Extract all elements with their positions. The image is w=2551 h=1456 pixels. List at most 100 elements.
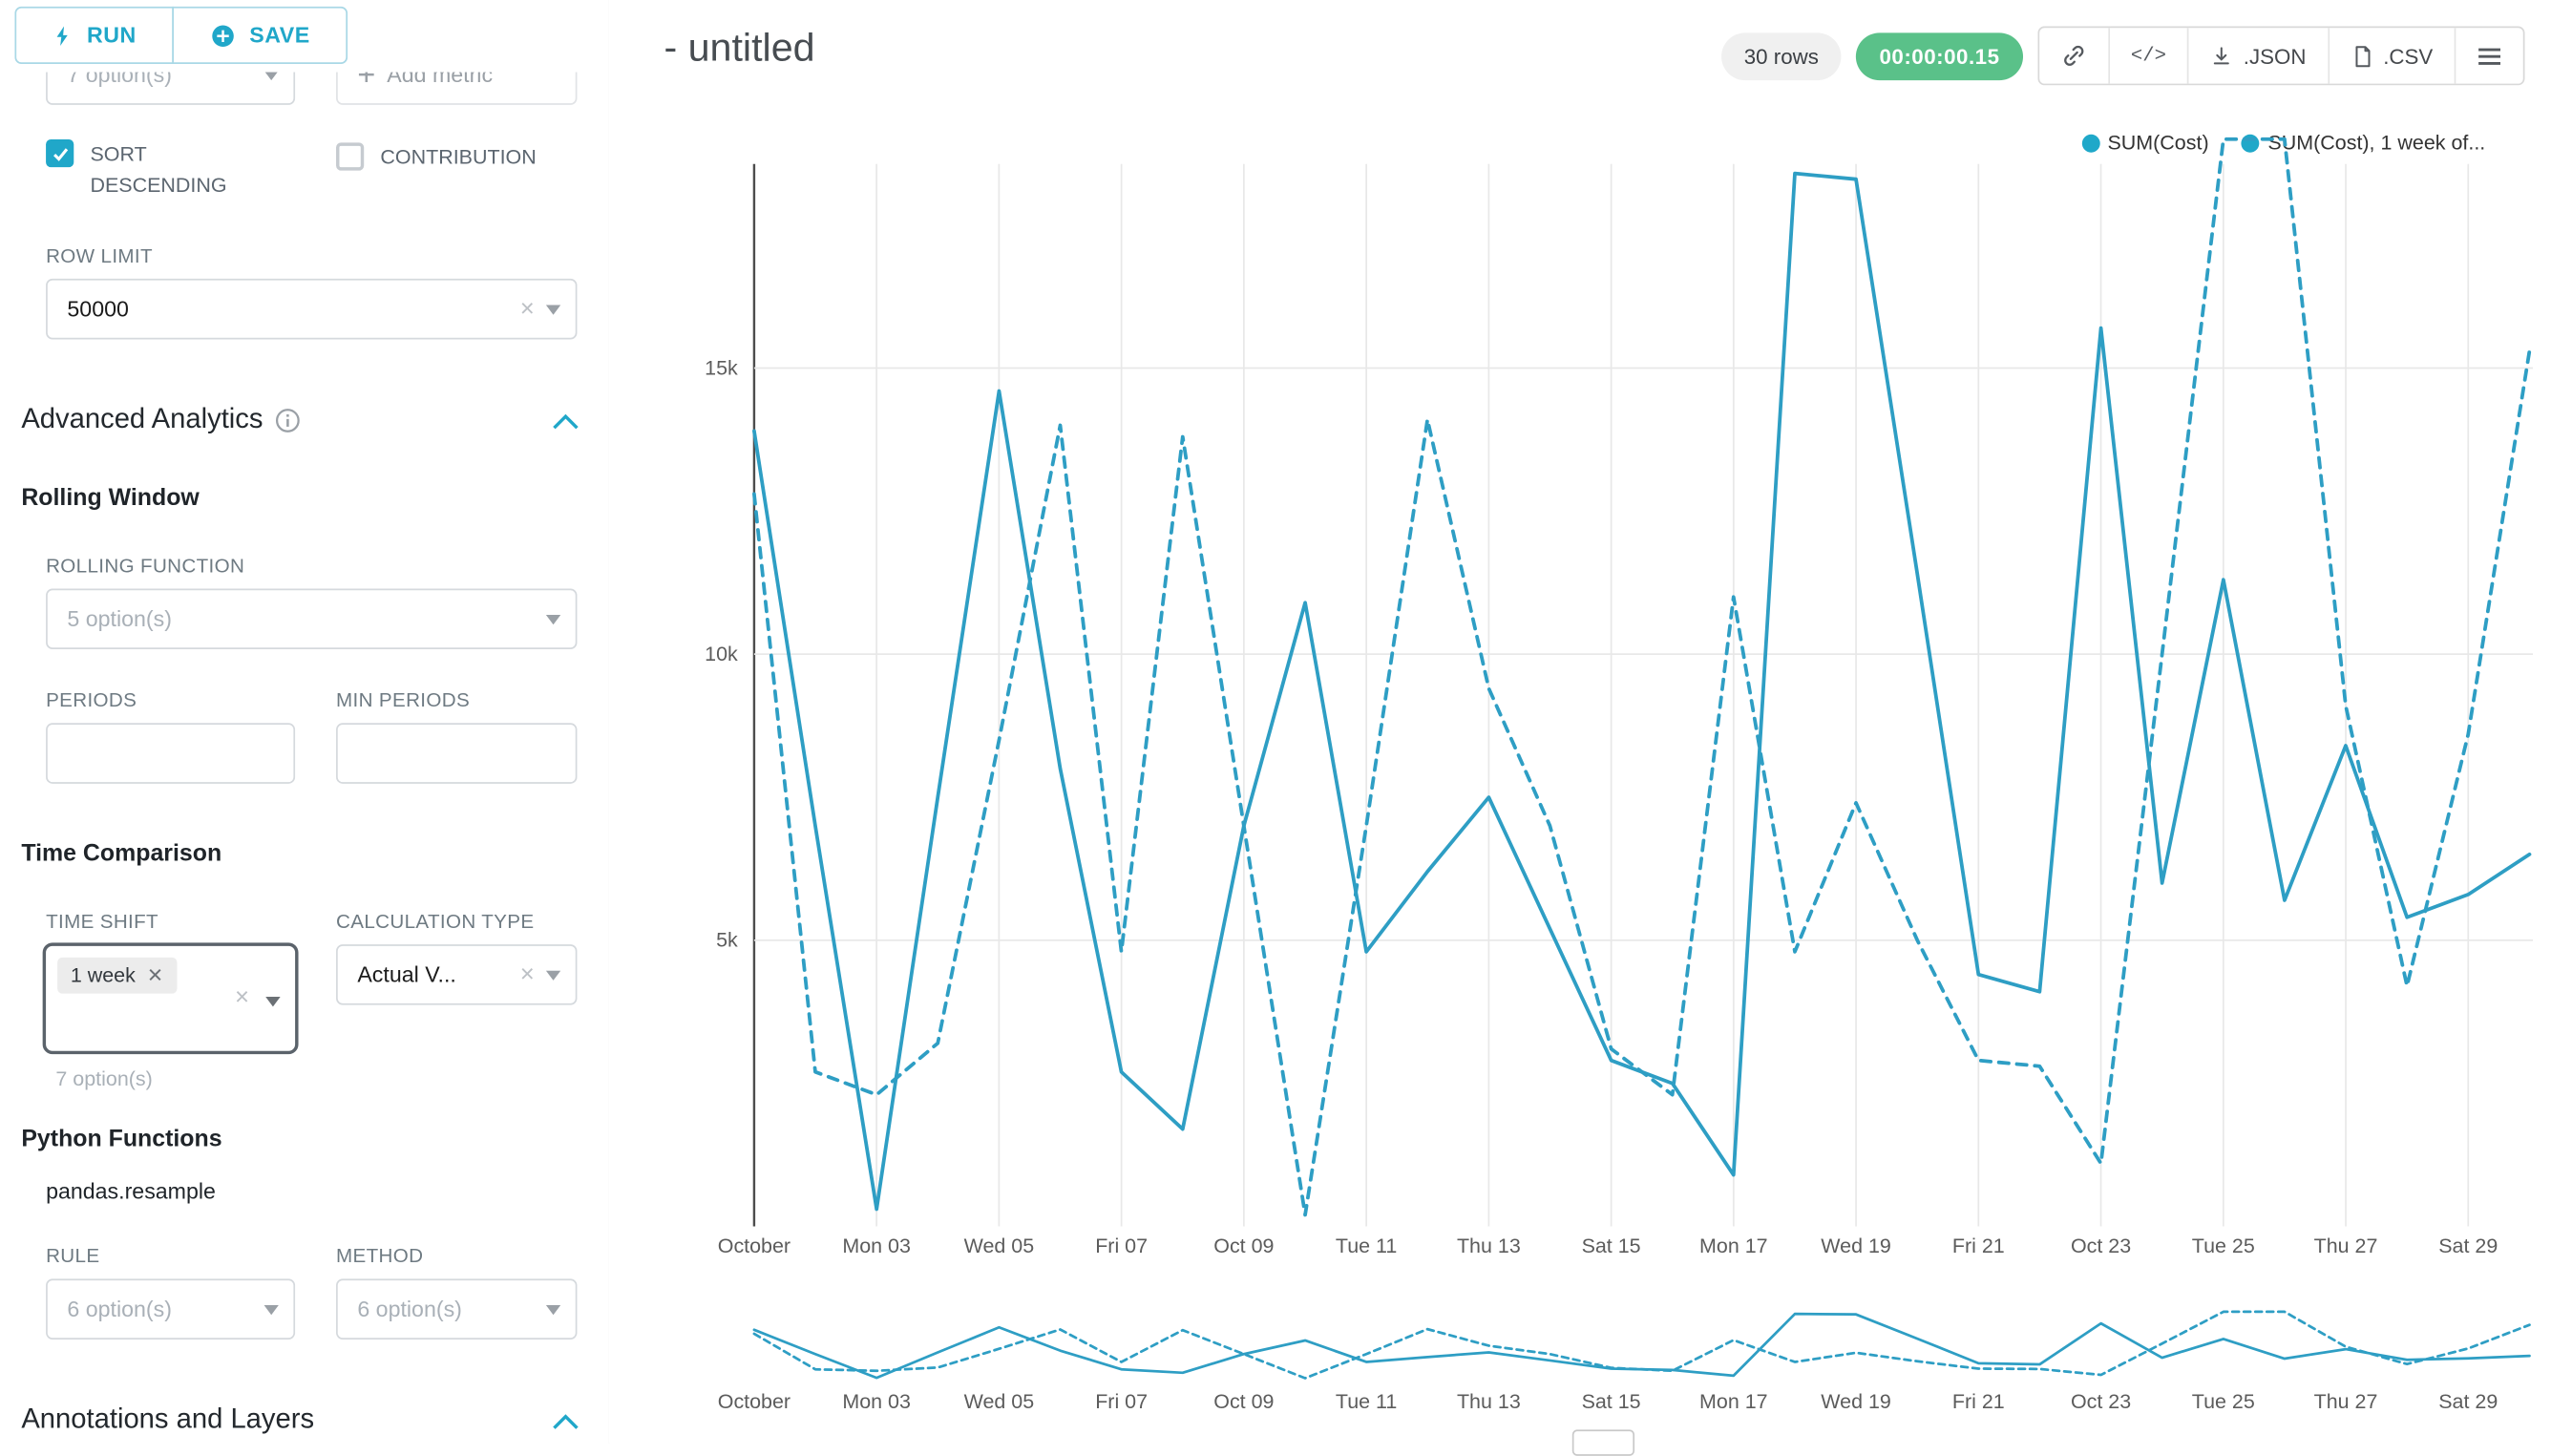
zoom-control[interactable] xyxy=(1571,1429,1635,1456)
annotations-header[interactable]: Annotations and Layers xyxy=(21,1403,314,1436)
download-icon xyxy=(2214,47,2230,65)
run-button[interactable]: RUN xyxy=(14,6,175,64)
method-placeholder: 6 option(s) xyxy=(357,1297,462,1322)
lightning-icon xyxy=(56,25,68,46)
time-shift-tag-label: 1 week xyxy=(70,963,136,987)
run-button-label: RUN xyxy=(87,23,137,48)
x-tick-label: Oct 23 xyxy=(2071,1390,2131,1413)
y-tick-label: 15k xyxy=(705,356,738,379)
rolling-function-select[interactable]: 5 option(s) xyxy=(46,588,578,650)
sidebar-topbar: RUN SAVE xyxy=(0,0,609,73)
chart-title[interactable]: - untitled xyxy=(664,26,815,71)
x-tick-label: Fri 21 xyxy=(1952,1234,2005,1257)
export-json-button[interactable]: .JSON xyxy=(2187,28,2327,84)
time-shift-label: TIME SHIFT xyxy=(46,910,159,934)
main-line-chart[interactable]: October Mon 03 Wed 05 Fri 07 Oct 09 Tue 11 Thu… xyxy=(608,115,2551,1265)
code-icon: </> xyxy=(2130,44,2167,68)
chevron-down-icon xyxy=(264,69,279,80)
time-comparison-title: Time Comparison xyxy=(21,840,222,868)
y-tick-label: 5k xyxy=(716,929,738,952)
x-tick-label: Sat 15 xyxy=(1582,1390,1641,1413)
x-tick-label: Thu 13 xyxy=(1457,1234,1521,1257)
checkbox-empty-icon xyxy=(336,142,365,171)
x-tick-label: Thu 27 xyxy=(2314,1390,2378,1413)
plus-circle-icon xyxy=(212,24,235,47)
x-tick-label: Mon 17 xyxy=(1699,1390,1768,1413)
min-periods-label: MIN PERIODS xyxy=(336,688,471,712)
time-shift-tag[interactable]: 1 week ✕ xyxy=(57,957,177,994)
x-tick-label: Thu 13 xyxy=(1457,1390,1521,1413)
sort-descending-checkbox[interactable]: SORT DESCENDING xyxy=(46,138,292,203)
file-icon xyxy=(2354,45,2370,67)
collapse-chevron-icon[interactable] xyxy=(551,1413,580,1431)
x-tick-label: October xyxy=(718,1390,791,1413)
calculation-type-value: Actual V... xyxy=(357,961,456,987)
copy-link-button[interactable] xyxy=(2039,28,2108,83)
periods-label: PERIODS xyxy=(46,688,137,712)
mini-preview-chart[interactable]: October Mon 03 Wed 05 Fri 07 Oct 09 Tue 11 Thu… xyxy=(608,1303,2551,1431)
x-tick-label: Fri 21 xyxy=(1952,1390,2005,1413)
rolling-function-placeholder: 5 option(s) xyxy=(67,606,172,632)
tag-close-icon[interactable]: ✕ xyxy=(146,963,164,987)
save-button[interactable]: SAVE xyxy=(172,6,348,64)
x-tick-label: Tue 25 xyxy=(2192,1234,2255,1257)
collapse-chevron-icon[interactable] xyxy=(551,413,580,432)
contribution-label: CONTRIBUTION xyxy=(380,145,537,169)
x-tick-label: Wed 05 xyxy=(964,1234,1035,1257)
embed-code-button[interactable]: </> xyxy=(2107,28,2187,84)
chart-panel: - untitled 30 rows 00:00:00.15 </> .JSON… xyxy=(608,0,2551,1456)
row-limit-select[interactable]: 50000 × xyxy=(46,278,578,340)
x-tick-label: Tue 11 xyxy=(1336,1234,1397,1257)
time-shift-hint: 7 option(s) xyxy=(55,1066,153,1090)
clear-icon[interactable]: × xyxy=(519,295,535,324)
save-button-label: SAVE xyxy=(249,23,310,48)
export-json-label: .JSON xyxy=(2243,43,2307,69)
clear-icon[interactable]: × xyxy=(234,983,250,1012)
checkbox-checked-icon xyxy=(46,138,74,168)
row-count-badge: 30 rows xyxy=(1720,32,1842,80)
legend-item[interactable]: SUM(Cost) xyxy=(2080,131,2209,155)
advanced-analytics-header[interactable]: Advanced Analytics xyxy=(21,403,301,435)
row-limit-value: 50000 xyxy=(67,296,129,322)
x-tick-label: Fri 07 xyxy=(1095,1390,1148,1413)
info-icon xyxy=(276,408,301,432)
series-line-solid xyxy=(752,171,2532,1212)
pandas-resample-label: pandas.resample xyxy=(46,1178,216,1204)
x-tick-label: Mon 03 xyxy=(842,1234,911,1257)
x-tick-label: Thu 27 xyxy=(2314,1234,2378,1257)
x-tick-label: Tue 11 xyxy=(1336,1390,1397,1413)
annotations-title: Annotations and Layers xyxy=(21,1403,315,1435)
export-csv-button[interactable]: .CSV xyxy=(2327,28,2455,84)
menu-button[interactable] xyxy=(2454,28,2523,84)
time-shift-multiselect[interactable]: 1 week ✕ × xyxy=(42,942,299,1055)
legend-dot-icon xyxy=(2080,133,2099,152)
rule-select[interactable]: 6 option(s) xyxy=(46,1278,296,1340)
clear-icon[interactable]: × xyxy=(519,960,535,989)
x-tick-label: Mon 17 xyxy=(1699,1234,1768,1257)
link-icon xyxy=(2063,45,2083,66)
sort-descending-label: SORT DESCENDING xyxy=(90,142,227,198)
chevron-down-icon xyxy=(545,304,561,314)
chart-toolbar: 30 rows 00:00:00.15 </> .JSON .CSV xyxy=(1720,26,2525,86)
calculation-type-select[interactable]: Actual V... × xyxy=(336,944,578,1005)
contribution-checkbox[interactable]: CONTRIBUTION xyxy=(336,142,537,174)
method-label: METHOD xyxy=(336,1244,424,1268)
periods-input[interactable] xyxy=(46,723,296,784)
x-tick-label: Oct 09 xyxy=(1213,1234,1274,1257)
rolling-window-title: Rolling Window xyxy=(21,485,200,512)
y-tick-label: 10k xyxy=(705,643,738,665)
row-limit-label: ROW LIMIT xyxy=(46,243,153,267)
chevron-down-icon xyxy=(545,969,561,981)
advanced-analytics-title: Advanced Analytics xyxy=(21,403,264,435)
x-tick-label: Oct 09 xyxy=(1213,1390,1274,1413)
x-tick-label: Tue 25 xyxy=(2192,1390,2255,1413)
legend-label: SUM(Cost) xyxy=(2107,131,2209,155)
series-line-dashed xyxy=(752,137,2532,1217)
chevron-down-icon xyxy=(265,997,281,1007)
query-timer-badge: 00:00:00.15 xyxy=(1856,32,2023,80)
min-periods-input[interactable] xyxy=(336,723,578,784)
x-tick-label: Mon 03 xyxy=(842,1390,911,1413)
x-tick-label: Sat 15 xyxy=(1582,1234,1641,1257)
method-select[interactable]: 6 option(s) xyxy=(336,1278,578,1340)
x-tick-label: October xyxy=(718,1234,791,1257)
